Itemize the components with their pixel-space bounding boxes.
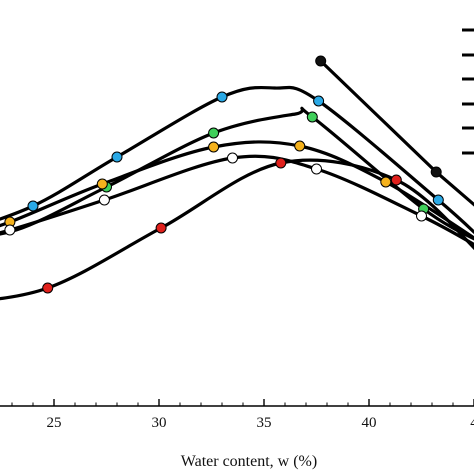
data-point-s1-1	[27, 200, 39, 212]
x-axis-title: Water content, w (%)	[181, 453, 317, 470]
data-point-s5-2	[155, 222, 167, 234]
data-point-s6-1	[315, 55, 327, 67]
data-point-s1-2	[111, 151, 123, 163]
series-line-2	[0, 106, 474, 241]
data-point-s4-2	[98, 194, 110, 206]
data-point-s3-3	[208, 141, 220, 153]
data-point-s4-4	[311, 163, 322, 175]
data-point-s1-4	[313, 95, 325, 107]
series-line-1	[0, 85, 474, 235]
x-tick-label-40: 40	[362, 415, 377, 431]
data-point-s5-3	[275, 157, 287, 169]
data-point-s6-2	[430, 166, 442, 178]
data-point-s4-1	[4, 224, 16, 236]
data-point-s5-1	[42, 282, 54, 294]
x-tick-label-30: 30	[152, 415, 167, 431]
data-point-s2-3	[208, 127, 220, 139]
data-point-s4-3	[227, 152, 238, 164]
data-point-s3-2	[96, 178, 108, 190]
data-point-s1-5	[432, 194, 444, 206]
data-point-s1-3	[216, 91, 228, 103]
plot-area	[0, 55, 474, 301]
data-point-s4-5	[416, 210, 427, 222]
legend	[462, 28, 474, 155]
data-point-s3-4	[294, 140, 306, 152]
data-point-s2-4	[306, 111, 318, 123]
data-point-s3-5	[380, 176, 392, 188]
x-tick-label-25: 25	[47, 415, 62, 431]
x-tick-label-45: 4	[470, 415, 474, 431]
series-line-5	[0, 158, 474, 301]
x-tick-label-35: 35	[257, 415, 272, 431]
x-axis: 25 30 35 40 4	[0, 399, 474, 431]
data-point-s5-4	[390, 174, 402, 186]
